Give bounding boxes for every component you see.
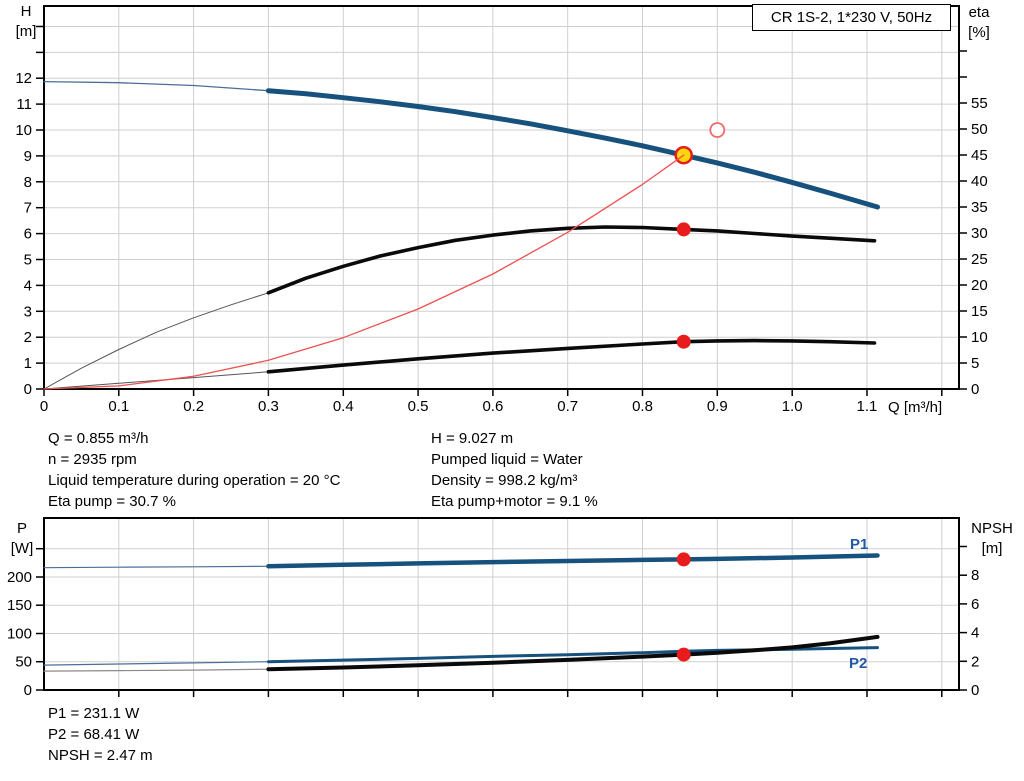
annotation-head: H = 9.027 m xyxy=(431,430,514,447)
eta-pump-motor-point xyxy=(676,334,691,349)
eta-axis-unit-symbol: eta xyxy=(968,4,990,21)
annotation-eta-pump-motor: Eta pump+motor = 9.1 % xyxy=(431,493,598,510)
annotation-density: Density = 998.2 kg/m³ xyxy=(431,472,578,489)
left-axis-tick-label: 3 xyxy=(24,303,32,320)
pump-title: CR 1S-2, 1*230 V, 50Hz xyxy=(770,9,933,26)
eta-pump-curve xyxy=(266,225,877,295)
annotation-liquid-temperature: Liquid temperature during operation = 20… xyxy=(48,472,341,489)
npsh-axis-unit-measure: [m] xyxy=(981,540,1003,557)
eta-pump-point xyxy=(676,222,691,237)
h-axis-unit-symbol: H xyxy=(20,3,32,20)
h-axis-unit: H [m] xyxy=(6,2,46,42)
npsh-axis-unit-symbol: NPSH xyxy=(971,520,1013,537)
left-axis-tick-label: 100 xyxy=(7,625,32,642)
right-axis-tick-label: 30 xyxy=(971,225,988,242)
left-axis-tick-label: 8 xyxy=(24,174,32,191)
p-axis-unit: P [W] xyxy=(2,519,42,559)
right-axis-tick-label: 4 xyxy=(971,625,979,642)
right-axis-tick-label: 50 xyxy=(971,121,988,138)
npsh-axis-unit: NPSH [m] xyxy=(962,519,1022,559)
p-axis-unit-measure: [W] xyxy=(10,540,34,557)
left-axis-tick-label: 0 xyxy=(24,381,32,398)
rated-duty-marker[interactable] xyxy=(709,122,726,138)
left-axis-tick-label: 150 xyxy=(7,597,32,614)
right-axis-tick-label: 45 xyxy=(971,147,988,164)
right-axis-tick-label: 10 xyxy=(971,329,988,346)
p1-curve xyxy=(266,553,880,569)
right-axis-tick-label: 15 xyxy=(971,303,988,320)
system-curve xyxy=(43,154,685,390)
right-axis-tick-label: 55 xyxy=(971,95,988,112)
p2-curve-label: P2 xyxy=(849,655,868,672)
eta-pump-motor-curve xyxy=(266,338,877,374)
right-axis-tick-label: 6 xyxy=(971,596,979,613)
annotation-p2: P2 = 68.41 W xyxy=(48,726,140,743)
duty-annotations-right: H = 9.027 m Pumped liquid = Water Densit… xyxy=(431,428,598,512)
p1-point xyxy=(676,552,691,567)
h-axis-unit-measure: [m] xyxy=(15,23,37,40)
right-axis-tick-label: 40 xyxy=(971,173,988,190)
right-axis-tick-label: 2 xyxy=(971,653,979,670)
annotation-p1: P1 = 231.1 W xyxy=(48,705,140,722)
annotation-npsh: NPSH = 2.47 m xyxy=(48,747,153,764)
left-axis-tick-label: 200 xyxy=(7,569,32,586)
left-axis-tick-label: 4 xyxy=(24,277,32,294)
right-axis-tick-label: 0 xyxy=(971,381,979,398)
x-axis-tick-label: 1.0 xyxy=(782,398,803,415)
head-curve xyxy=(265,88,880,210)
x-axis-tick-label: 0 xyxy=(40,398,48,415)
x-axis-tick-label: 0.6 xyxy=(482,398,503,415)
chart-frame xyxy=(43,5,960,390)
head-curve-extension xyxy=(43,80,270,92)
pump-title-box: CR 1S-2, 1*230 V, 50Hz xyxy=(752,4,951,31)
left-axis-tick-label: 5 xyxy=(24,252,32,269)
x-axis-tick-label: 0.4 xyxy=(333,398,354,415)
x-axis-tick-label: 0.1 xyxy=(108,398,129,415)
annotation-speed: n = 2935 rpm xyxy=(48,451,137,468)
right-axis-tick-label: 20 xyxy=(971,277,988,294)
eta-axis-unit: eta [%] xyxy=(957,3,1001,43)
npsh-point xyxy=(676,647,691,662)
x-axis-tick-label: 0.7 xyxy=(557,398,578,415)
left-axis-tick-label: 11 xyxy=(16,96,32,113)
x-axis-tick-label: 0.5 xyxy=(408,398,429,415)
left-axis-tick-label: 10 xyxy=(15,122,32,139)
p1-curve-label: P1 xyxy=(850,536,869,553)
p2-curve xyxy=(266,646,879,664)
right-axis-tick-label: 5 xyxy=(971,355,979,372)
left-axis-tick-label: 9 xyxy=(24,148,32,165)
npsh-curve xyxy=(266,634,880,672)
power-annotations: P1 = 231.1 W P2 = 68.41 W NPSH = 2.47 m xyxy=(48,703,153,766)
annotation-flow: Q = 0.855 m³/h xyxy=(48,430,149,447)
annotation-pumped-liquid: Pumped liquid = Water xyxy=(431,451,583,468)
x-axis-tick-label: 0.2 xyxy=(183,398,204,415)
p-axis-unit-symbol: P xyxy=(16,520,27,537)
annotation-eta-pump: Eta pump = 30.7 % xyxy=(48,493,176,510)
x-axis-tick-label: 0.8 xyxy=(632,398,653,415)
right-axis-tick-label: 8 xyxy=(971,567,979,584)
left-axis-tick-label: 7 xyxy=(24,200,32,217)
right-axis-tick-label: 35 xyxy=(971,199,988,216)
left-axis-tick-label: 6 xyxy=(24,226,32,243)
eta-pump-motor-extension xyxy=(43,371,269,390)
q-axis-unit: Q [m³/h] xyxy=(888,399,943,416)
duty-annotations-left: Q = 0.855 m³/h n = 2935 rpm Liquid tempe… xyxy=(48,428,340,512)
right-axis-tick-label: 25 xyxy=(971,251,988,268)
p1-curve-extension xyxy=(43,565,269,569)
right-axis-tick-label: 0 xyxy=(971,682,979,699)
x-axis-tick-label: 0.9 xyxy=(707,398,728,415)
left-axis-tick-label: 50 xyxy=(15,654,32,671)
left-axis-tick-label: 0 xyxy=(24,682,32,699)
x-axis-tick-label: 1.1 xyxy=(857,398,878,415)
left-axis-tick-label: 12 xyxy=(15,70,32,87)
left-axis-tick-label: 2 xyxy=(24,329,32,346)
left-axis-tick-label: 1 xyxy=(24,355,32,372)
npsh-curve-extension xyxy=(43,668,269,672)
p2-curve-extension xyxy=(43,661,269,666)
x-axis-tick-label: 0.3 xyxy=(258,398,279,415)
eta-axis-unit-measure: [%] xyxy=(968,24,990,41)
eta-pump-extension xyxy=(43,292,269,390)
